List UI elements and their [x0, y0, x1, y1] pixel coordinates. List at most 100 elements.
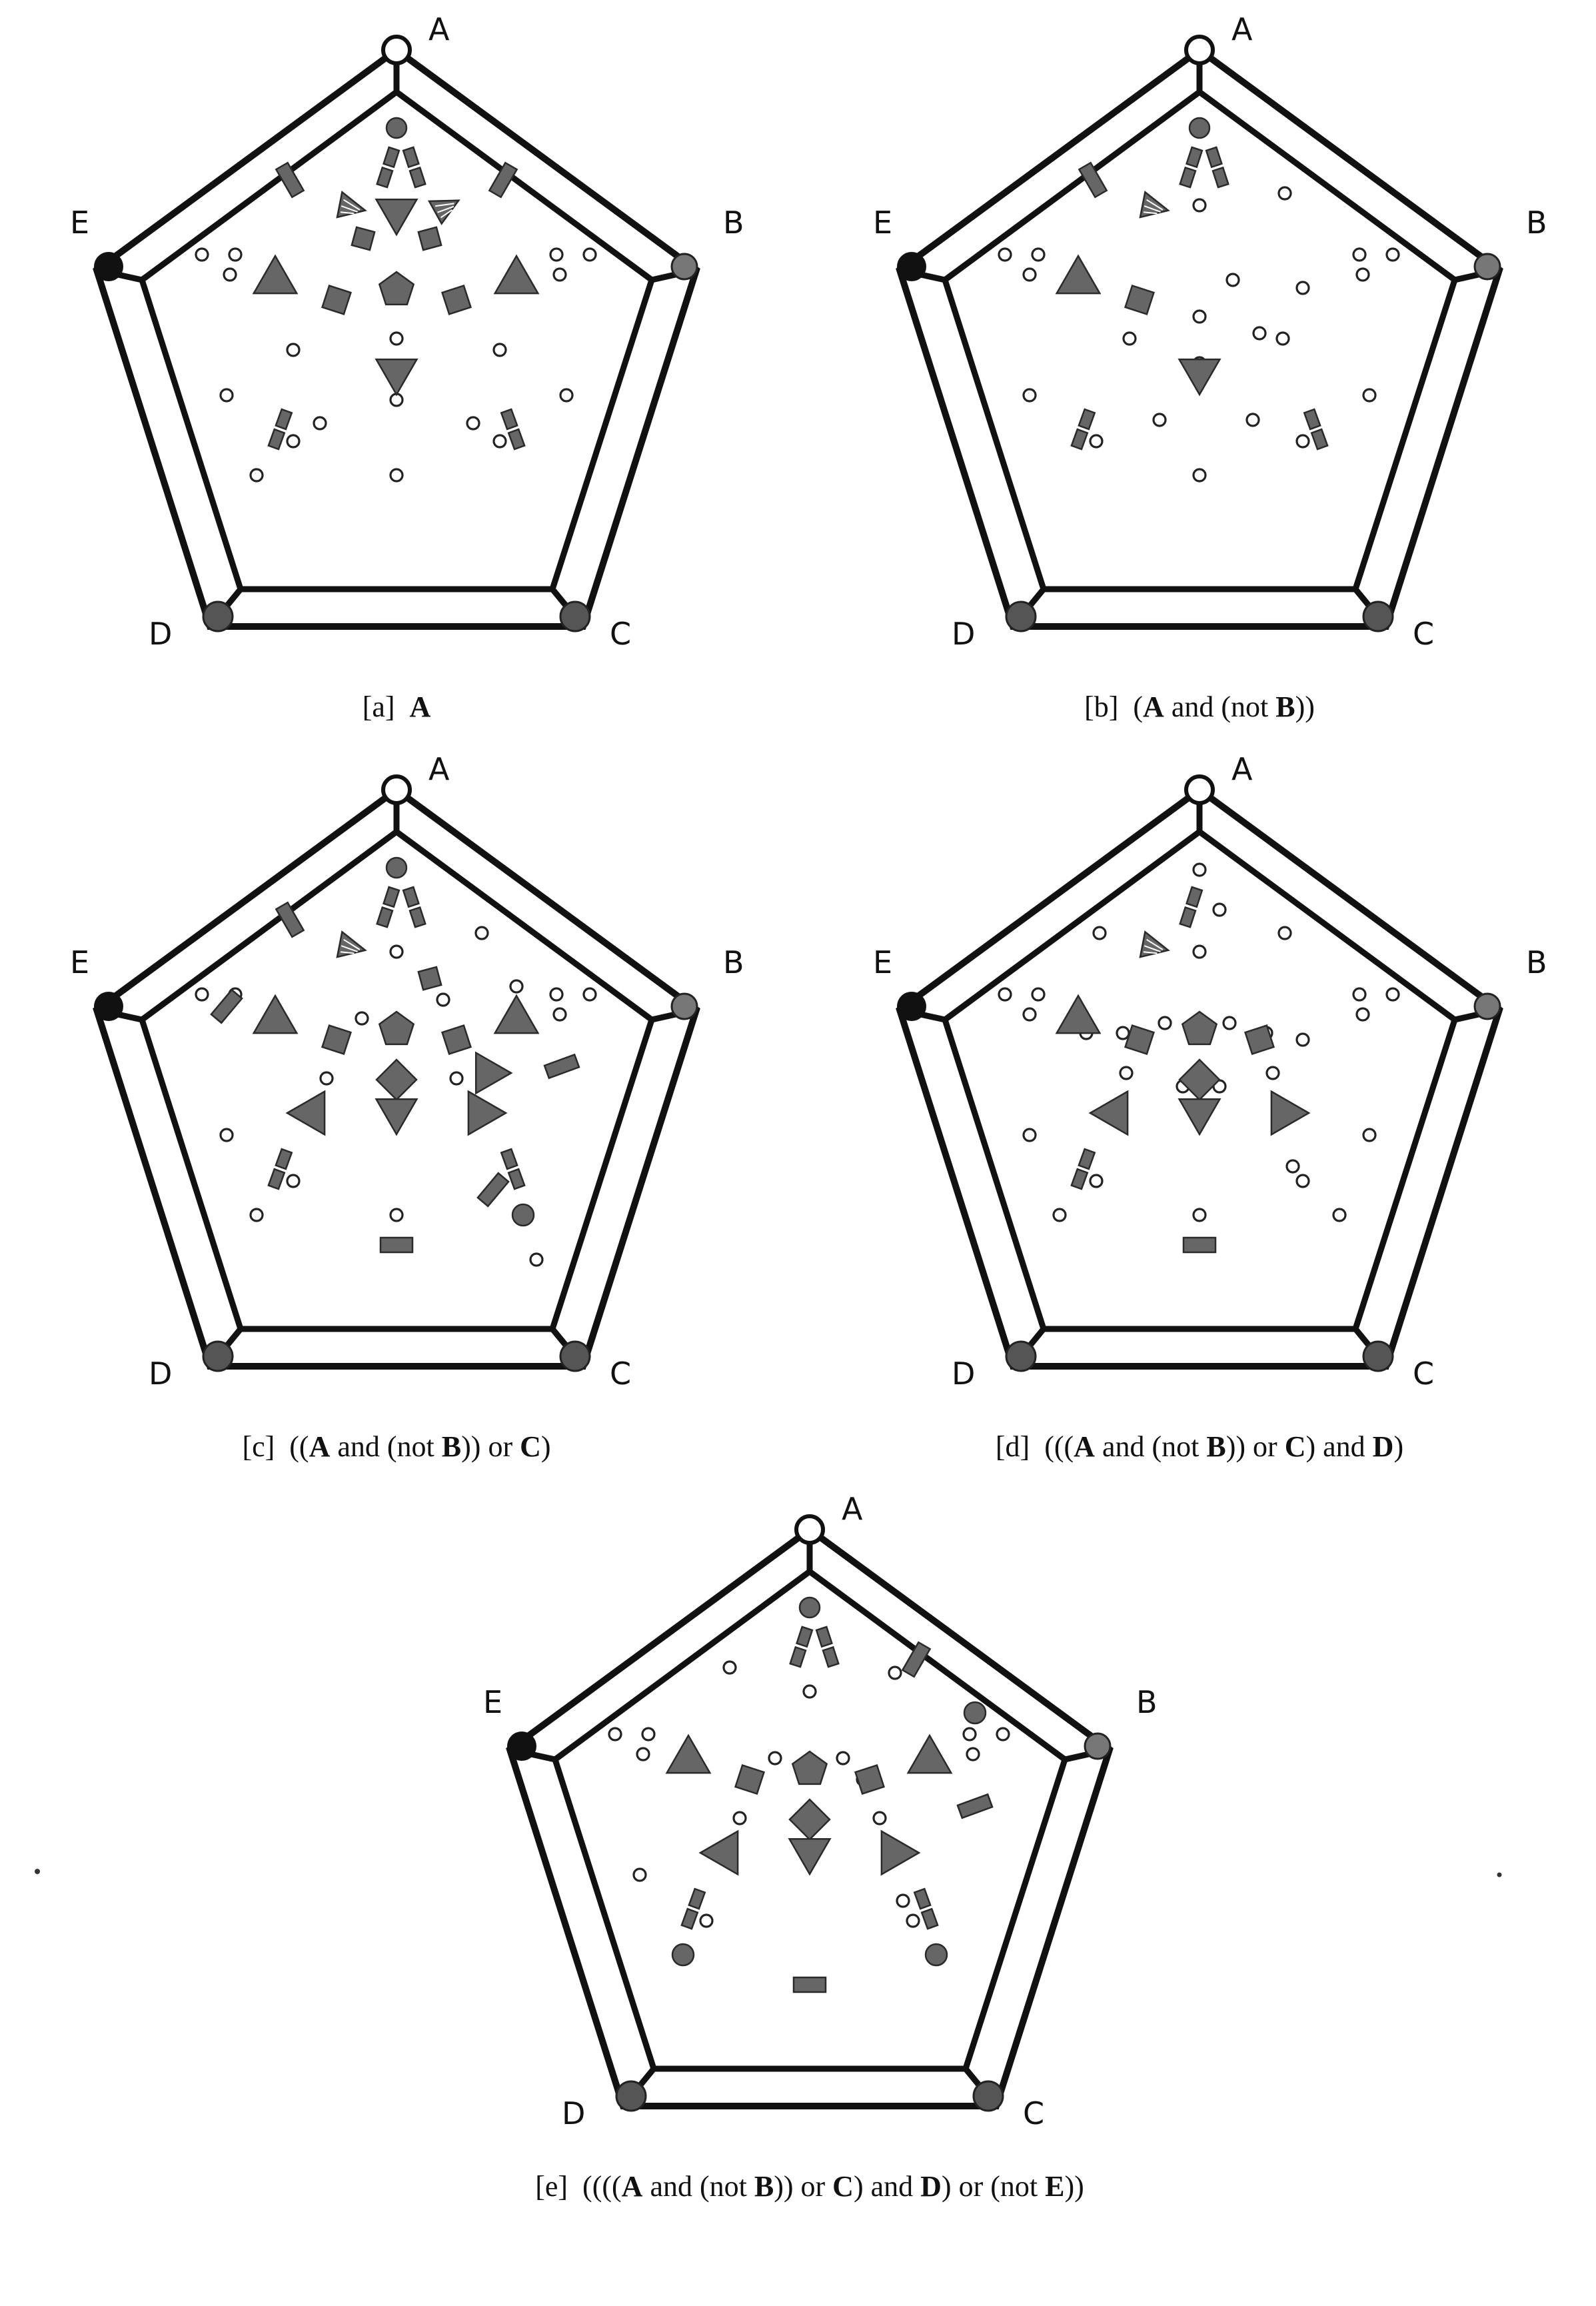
small-open-circle [286, 434, 301, 449]
caption-variable: A [1074, 1430, 1095, 1463]
caption-variable: B [1275, 690, 1295, 723]
shape-wedge-upper-left-rot [336, 190, 367, 219]
small-open-circle [632, 1867, 647, 1882]
shape-top-pair-right-rot [815, 1626, 840, 1668]
shape-wedge-upper-left-line1 [343, 938, 361, 950]
small-open-circle [1295, 1174, 1310, 1188]
caption-operator: (( [289, 1430, 309, 1463]
shape-wedge-upper-left [1139, 930, 1170, 958]
shape-top-pair-left [376, 146, 400, 189]
shape-wedge-upper-left-line1 [1146, 938, 1164, 950]
small-open-circle [1245, 413, 1260, 427]
vertex-e-marker [897, 992, 926, 1021]
shape-pair-lower-right-part1 [500, 1148, 518, 1170]
small-open-circle [1031, 247, 1046, 262]
shape-square-lower-left [321, 1024, 352, 1055]
shape-top-pair-left-part1 [1186, 886, 1203, 908]
shape-top-pair-left-part1 [1186, 146, 1203, 169]
small-open-circle [1152, 413, 1167, 427]
shape-inverted-triangle-lower [788, 1837, 832, 1876]
shape-bar-left-body [210, 988, 243, 1024]
shape-bar-lower-right-body [476, 1172, 510, 1208]
shape-triangle-lower-right-body [467, 1090, 508, 1136]
vertex-a-marker [381, 35, 412, 65]
caption-b: [b] (A and (not B)) [866, 690, 1533, 724]
shape-wedge-upper-right-rot [427, 199, 460, 225]
diagram-group-b: A B C D E [873, 11, 1547, 652]
vertex-label-b: B [1526, 944, 1547, 980]
vertex-label-d: D [952, 1356, 975, 1392]
shape-flag-right-body [901, 1641, 932, 1678]
caption-variable: D [1372, 1430, 1394, 1463]
shape-wedge-upper-right-line3 [440, 209, 453, 219]
small-open-circle [529, 1252, 544, 1267]
caption-operator: ) and [1305, 1430, 1373, 1463]
shape-top-circle [1188, 117, 1211, 139]
inner-frame [138, 88, 656, 592]
shape-wedge-upper-left-line3 [340, 951, 355, 954]
small-open-circle [1277, 186, 1292, 201]
vertex-b-marker [1473, 992, 1501, 1020]
pentagon-diagram-c: A B C D E [70, 751, 744, 1392]
small-open-circle [228, 247, 243, 262]
shape-triangle-right-body [906, 1733, 953, 1774]
shape-flag-left [275, 901, 305, 938]
small-open-circle [1332, 1208, 1347, 1222]
small-open-circle [1022, 388, 1037, 403]
vertex-label-a: A [1231, 751, 1253, 787]
shape-pair-lower-left-part2 [267, 428, 286, 451]
shape-triangle-lower-right-body [1270, 1090, 1311, 1136]
caption-variable: A [1143, 690, 1164, 723]
shape-top-pair-right-part1 [402, 146, 420, 169]
shape-square-lower-right [1244, 1024, 1275, 1055]
shape-square-right [417, 966, 442, 991]
shape-top-pair-left-part2 [1179, 166, 1197, 189]
shape-top-pair-right [402, 146, 426, 189]
caption-variable: C [520, 1430, 541, 1463]
shape-wedge-upper-left-line2 [1144, 945, 1161, 952]
shape-wedge-upper-left-line2 [341, 945, 358, 952]
shape-diamond-center-body [788, 1798, 831, 1841]
caption-tag: [c] [242, 1430, 275, 1463]
shape-triangle-pointing-right [474, 1051, 513, 1095]
shape-pair-lower-right-part2 [507, 428, 526, 451]
shape-pair-lower-left [680, 1887, 706, 1930]
shape-square-lower-left [1124, 285, 1155, 315]
caption-operator: )) [1295, 690, 1315, 723]
shape-inverted-triangle-lower [375, 1098, 418, 1136]
shape-pair-lower-left-rot [1070, 408, 1096, 451]
small-open-circle [1225, 273, 1240, 287]
shape-top-circle [385, 117, 408, 139]
shape-pentagon-center [1181, 1010, 1218, 1046]
caption-operator: and (not [642, 2170, 754, 2203]
shape-rectangle-bottom-body [1182, 1236, 1217, 1254]
small-open-circle [1295, 281, 1310, 295]
shape-pair-lower-right-rot [1303, 408, 1329, 451]
small-open-circle [286, 1174, 301, 1188]
small-open-circle [286, 343, 301, 357]
small-open-circle [1158, 1016, 1172, 1030]
small-open-circle [1355, 267, 1370, 282]
small-open-circle [249, 468, 264, 483]
pentagon-diagram-a: A B C D E [70, 11, 744, 652]
inner-frame [551, 1568, 1069, 2072]
shape-pair-lower-left-rot [1070, 1148, 1096, 1190]
shape-pair-lower-right-part1 [500, 408, 518, 431]
small-open-circle [449, 1071, 464, 1086]
small-open-circle [389, 331, 404, 346]
caption-operator: and (not [1164, 690, 1276, 723]
small-open-circle [1192, 862, 1207, 877]
small-open-circle [1212, 902, 1227, 917]
vertex-label-e: E [873, 205, 892, 241]
shape-rectangle-bottom [1182, 1236, 1217, 1254]
small-open-circle [966, 1747, 980, 1761]
shape-top-pair-left-part1 [383, 886, 400, 908]
shape-pair-lower-right-rot [500, 408, 526, 451]
small-open-circle [1275, 331, 1290, 346]
outer-frame [93, 785, 700, 1370]
shape-top-circle-body [798, 1596, 821, 1619]
shape-top-pair-right-part2 [408, 166, 426, 189]
small-open-circle [1092, 926, 1107, 940]
caption-operator: )) or [774, 2170, 833, 2203]
